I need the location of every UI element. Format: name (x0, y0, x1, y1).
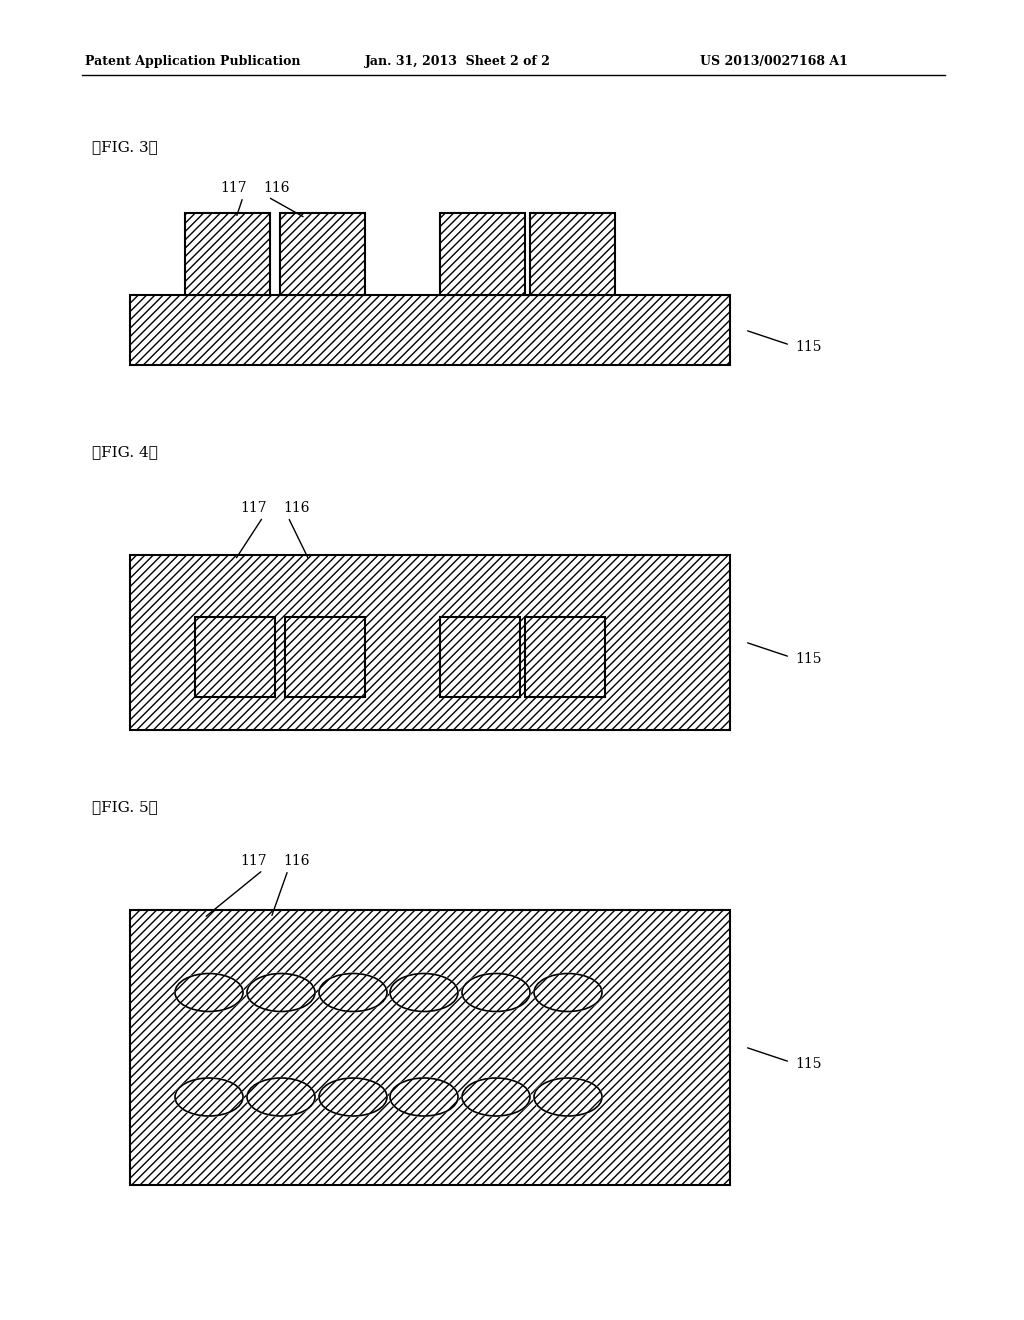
Text: 【FIG. 3】: 【FIG. 3】 (92, 140, 158, 154)
Ellipse shape (319, 974, 387, 1011)
Bar (285, 616, 365, 697)
Ellipse shape (318, 1077, 388, 1117)
Bar (530, 213, 615, 294)
Bar (285, 616, 365, 697)
Text: 116: 116 (283, 854, 309, 869)
Text: 115: 115 (795, 652, 821, 667)
Ellipse shape (462, 974, 530, 1011)
Text: 115: 115 (795, 341, 821, 354)
Text: 116: 116 (283, 502, 309, 515)
Ellipse shape (534, 1077, 603, 1117)
Ellipse shape (175, 974, 243, 1011)
Ellipse shape (390, 974, 458, 1011)
Text: US 2013/0027168 A1: US 2013/0027168 A1 (700, 55, 848, 69)
Bar (130, 294, 730, 366)
Text: 117: 117 (220, 181, 247, 195)
Ellipse shape (390, 1078, 458, 1115)
Ellipse shape (389, 973, 459, 1012)
Bar (440, 616, 520, 697)
Bar (185, 213, 270, 294)
Bar (525, 616, 605, 697)
Ellipse shape (319, 1078, 387, 1115)
Ellipse shape (462, 1078, 530, 1115)
Ellipse shape (461, 1077, 531, 1117)
Text: Jan. 31, 2013  Sheet 2 of 2: Jan. 31, 2013 Sheet 2 of 2 (365, 55, 551, 69)
Text: 【FIG. 5】: 【FIG. 5】 (92, 800, 158, 814)
Ellipse shape (247, 1078, 315, 1115)
Bar (440, 213, 525, 294)
Ellipse shape (318, 973, 388, 1012)
Text: 116: 116 (263, 181, 290, 195)
Ellipse shape (389, 1077, 459, 1117)
Text: Patent Application Publication: Patent Application Publication (85, 55, 300, 69)
Ellipse shape (247, 974, 315, 1011)
Bar (130, 554, 730, 730)
Text: 115: 115 (795, 1057, 821, 1071)
Ellipse shape (174, 1077, 244, 1117)
Ellipse shape (246, 1077, 316, 1117)
Ellipse shape (534, 974, 602, 1011)
Bar (195, 616, 275, 697)
Text: 117: 117 (241, 502, 267, 515)
Ellipse shape (175, 1078, 243, 1115)
Text: 117: 117 (241, 854, 267, 869)
Bar (440, 616, 520, 697)
Ellipse shape (174, 973, 244, 1012)
Bar (195, 616, 275, 697)
Bar (130, 909, 730, 1185)
Ellipse shape (246, 973, 316, 1012)
Bar (525, 616, 605, 697)
Ellipse shape (461, 973, 531, 1012)
Bar (280, 213, 365, 294)
Ellipse shape (534, 973, 603, 1012)
Text: 【FIG. 4】: 【FIG. 4】 (92, 445, 158, 459)
Ellipse shape (534, 1078, 602, 1115)
